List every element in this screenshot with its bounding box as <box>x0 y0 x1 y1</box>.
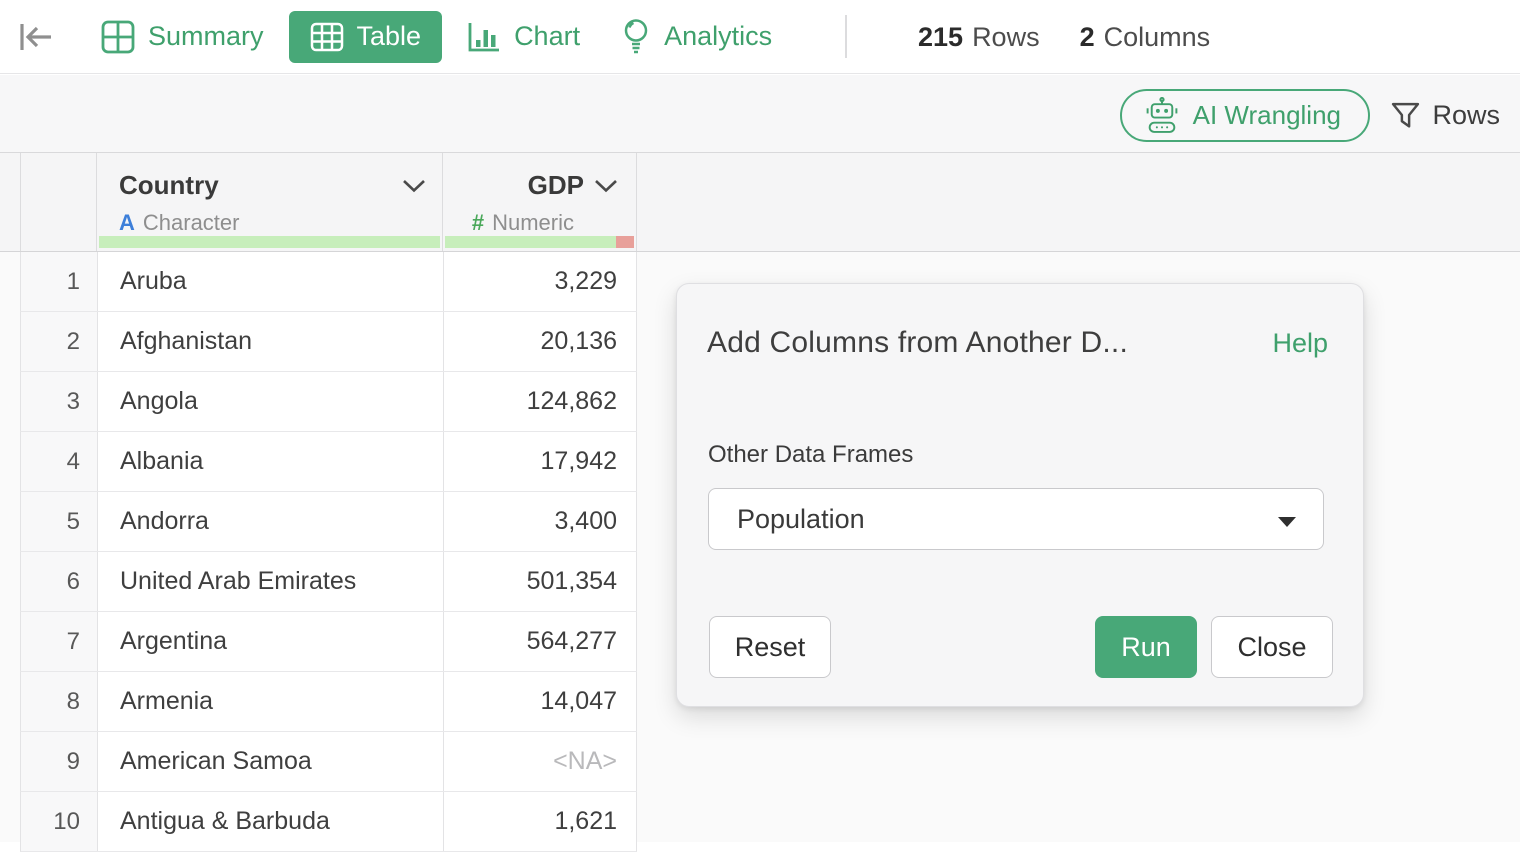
data-frame-select-value: Population <box>737 504 865 535</box>
view-tabs: Summary Table <box>99 11 797 63</box>
funnel-icon <box>1390 100 1421 131</box>
data-quality-bar-country <box>99 236 440 248</box>
column-header-gdp[interactable]: GDP # Numeric <box>443 153 637 251</box>
row-number: 7 <box>21 612 98 671</box>
dialog-title: Add Columns from Another D... <box>707 326 1128 360</box>
lightbulb-icon <box>621 18 651 55</box>
chevron-down-icon[interactable] <box>594 179 618 193</box>
na-segment <box>616 236 634 248</box>
secondary-toolbar: AI Wrangling Rows <box>0 75 1520 152</box>
country-cell[interactable]: American Samoa <box>98 732 444 791</box>
table-header-row: Country A Character GDP <box>0 152 1520 252</box>
column-type-label: Numeric <box>492 210 574 236</box>
tab-label: Analytics <box>664 21 772 52</box>
table-row: 6 United Arab Emirates 501,354 <box>20 552 637 612</box>
country-cell[interactable]: Andorra <box>98 492 444 551</box>
row-number: 4 <box>21 432 98 491</box>
row-number: 9 <box>21 732 98 791</box>
tab-summary[interactable]: Summary <box>99 11 266 63</box>
robot-icon <box>1144 97 1180 134</box>
gdp-cell-na[interactable]: <NA> <box>444 732 636 791</box>
gdp-cell[interactable]: 124,862 <box>444 372 636 431</box>
ai-wrangling-button[interactable]: AI Wrangling <box>1120 89 1370 142</box>
gdp-cell[interactable]: 17,942 <box>444 432 636 491</box>
tab-label: Chart <box>514 21 580 52</box>
tab-analytics[interactable]: Analytics <box>619 11 774 63</box>
column-type-label: Character <box>143 210 240 236</box>
country-cell[interactable]: United Arab Emirates <box>98 552 444 611</box>
row-number: 5 <box>21 492 98 551</box>
row-number-header <box>20 153 97 251</box>
close-button[interactable]: Close <box>1211 616 1333 678</box>
row-number: 10 <box>21 792 98 851</box>
row-number: 2 <box>21 312 98 371</box>
numeric-type-icon: # <box>472 210 484 236</box>
top-toolbar: Summary Table <box>0 0 1520 74</box>
data-quality-bar-gdp <box>445 236 634 248</box>
collapse-left-button[interactable] <box>18 22 55 52</box>
bar-chart-icon <box>467 21 501 53</box>
table-body: 1 Aruba 3,229 2 Afghanistan 20,136 3 Ang… <box>20 252 637 852</box>
gdp-cell[interactable]: 501,354 <box>444 552 636 611</box>
gdp-cell[interactable]: 564,277 <box>444 612 636 671</box>
character-type-icon: A <box>119 210 135 236</box>
table-row: 10 Antigua & Barbuda 1,621 <box>20 792 637 852</box>
collapse-left-icon <box>18 22 55 52</box>
rows-filter-label: Rows <box>1432 100 1500 131</box>
country-cell[interactable]: Albania <box>98 432 444 491</box>
table-row: 8 Armenia 14,047 <box>20 672 637 732</box>
row-number: 3 <box>21 372 98 431</box>
table-row: 9 American Samoa <NA> <box>20 732 637 792</box>
reset-button[interactable]: Reset <box>709 616 831 678</box>
run-button[interactable]: Run <box>1095 616 1197 678</box>
country-cell[interactable]: Argentina <box>98 612 444 671</box>
row-number: 1 <box>21 252 98 311</box>
caret-down-icon <box>1277 516 1297 528</box>
table-row: 7 Argentina 564,277 <box>20 612 637 672</box>
gdp-cell[interactable]: 3,229 <box>444 252 636 311</box>
toolbar-divider <box>845 15 847 58</box>
gdp-cell[interactable]: 20,136 <box>444 312 636 371</box>
dialog-header: Add Columns from Another D... Help <box>707 326 1328 360</box>
country-cell[interactable]: Armenia <box>98 672 444 731</box>
tab-label: Summary <box>148 21 264 52</box>
row-number: 8 <box>21 672 98 731</box>
column-name: Country <box>119 170 219 201</box>
summary-grid-icon <box>101 20 135 54</box>
gdp-cell[interactable]: 1,621 <box>444 792 636 851</box>
other-data-frames-label: Other Data Frames <box>708 441 913 469</box>
column-name: GDP <box>528 170 584 201</box>
chevron-down-icon[interactable] <box>402 179 426 193</box>
dialog-footer: Reset Run Close <box>709 616 1333 678</box>
rows-filter-button[interactable]: Rows <box>1390 89 1500 142</box>
table-row: 3 Angola 124,862 <box>20 372 637 432</box>
table-row: 5 Andorra 3,400 <box>20 492 637 552</box>
table-row: 1 Aruba 3,229 <box>20 252 637 312</box>
table-grid-icon <box>310 22 344 52</box>
gdp-cell[interactable]: 3,400 <box>444 492 636 551</box>
data-frame-select[interactable]: Population <box>708 488 1324 550</box>
country-cell[interactable]: Antigua & Barbuda <box>98 792 444 851</box>
country-cell[interactable]: Angola <box>98 372 444 431</box>
column-header-country[interactable]: Country A Character <box>97 153 443 251</box>
gdp-cell[interactable]: 14,047 <box>444 672 636 731</box>
tab-chart[interactable]: Chart <box>465 11 582 63</box>
ai-wrangling-label: AI Wrangling <box>1193 100 1341 131</box>
country-cell[interactable]: Afghanistan <box>98 312 444 371</box>
tab-label: Table <box>357 21 422 52</box>
table-row: 2 Afghanistan 20,136 <box>20 312 637 372</box>
tab-table[interactable]: Table <box>289 11 443 63</box>
country-cell[interactable]: Aruba <box>98 252 444 311</box>
row-number: 6 <box>21 552 98 611</box>
add-columns-dialog: Add Columns from Another D... Help Other… <box>676 283 1364 707</box>
table-row: 4 Albania 17,942 <box>20 432 637 492</box>
help-link[interactable]: Help <box>1272 328 1328 359</box>
